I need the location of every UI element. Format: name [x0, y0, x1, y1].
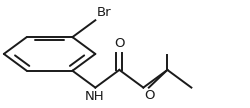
Text: Br: Br — [96, 6, 111, 19]
Text: NH: NH — [84, 90, 104, 103]
Text: O: O — [114, 37, 124, 50]
Text: O: O — [144, 89, 155, 102]
